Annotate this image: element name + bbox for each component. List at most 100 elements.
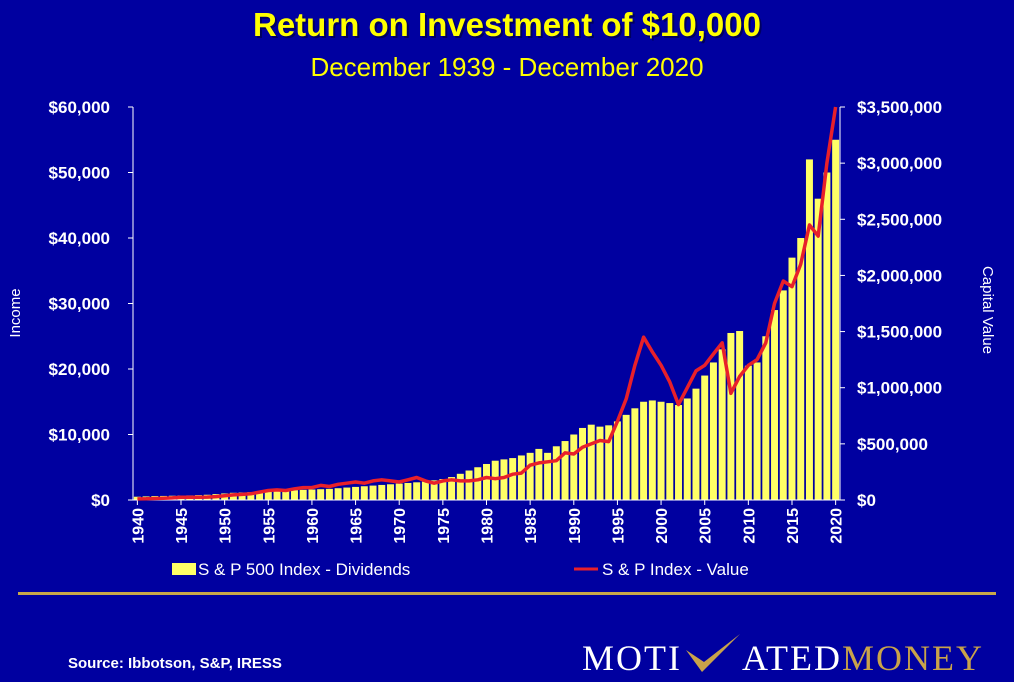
dividend-bar xyxy=(421,481,429,500)
dividend-bar xyxy=(788,257,796,500)
y-axis-title-left: Income xyxy=(7,288,24,337)
dividend-bar xyxy=(256,491,264,500)
dividend-bar xyxy=(386,484,394,500)
dividend-bar xyxy=(343,487,351,500)
logo-text-1: MOTI xyxy=(582,638,682,678)
dividend-bar xyxy=(561,441,569,500)
dividend-bar xyxy=(483,463,490,500)
dividend-bar xyxy=(675,405,683,500)
dividend-bar xyxy=(290,490,298,500)
dividend-bar xyxy=(299,489,307,500)
x-tick-label: 2000 xyxy=(654,508,671,544)
dividend-bar xyxy=(832,139,840,500)
y-axis-title-right: Capital Value xyxy=(979,266,996,354)
x-tick-label: 2020 xyxy=(829,508,846,544)
dividend-bar xyxy=(526,452,534,500)
dividend-bar xyxy=(579,427,587,500)
x-tick-label: 1980 xyxy=(480,508,497,544)
y-tick-label-left: $60,000 xyxy=(49,98,110,117)
dividend-bar xyxy=(334,488,342,500)
dividend-bar xyxy=(247,492,255,500)
dividend-bar xyxy=(779,290,787,500)
x-tick-label: 1970 xyxy=(392,508,409,544)
dividend-bar xyxy=(718,349,726,500)
dividend-bar xyxy=(430,480,438,500)
dividend-bar xyxy=(709,362,717,500)
dividend-bar xyxy=(282,490,290,500)
dividend-bar xyxy=(666,403,674,500)
dividend-bar xyxy=(823,172,831,500)
x-tick-label: 1945 xyxy=(174,508,191,544)
checkmark-icon xyxy=(686,634,740,672)
legend-swatch-dividends xyxy=(172,563,196,575)
y-tick-label-left: $10,000 xyxy=(49,426,110,445)
logo-text-3: MONEY xyxy=(842,638,984,678)
y-tick-label-left: $50,000 xyxy=(49,164,110,183)
capital-value-line xyxy=(137,106,838,501)
dividend-bar xyxy=(552,446,560,500)
y-tick-label-right: $2,500,000 xyxy=(857,210,942,229)
dividend-bar xyxy=(317,489,325,500)
dividend-bar xyxy=(474,467,482,500)
dividend-bar xyxy=(797,238,805,500)
dividend-bar xyxy=(657,401,665,500)
dividend-bar xyxy=(395,483,403,500)
dividend-bar xyxy=(509,458,517,500)
dividend-bar xyxy=(762,336,770,500)
dividend-bar xyxy=(587,424,595,500)
x-tick-label: 1985 xyxy=(523,508,540,544)
source-note: Source: Ibbotson, S&P, IRESS xyxy=(68,655,282,672)
dividend-bar xyxy=(631,408,639,500)
dividend-bar xyxy=(613,421,621,500)
dividend-bar xyxy=(448,477,456,500)
dividend-bar xyxy=(683,398,691,500)
dividend-bar xyxy=(369,485,377,500)
dividend-bar xyxy=(264,491,272,500)
x-tick-label: 1990 xyxy=(567,508,584,544)
dividend-bar xyxy=(805,159,813,500)
dividend-bar xyxy=(727,332,735,500)
dividend-bar xyxy=(308,489,316,500)
dividend-bar xyxy=(325,488,333,500)
dividend-bar xyxy=(648,400,656,500)
dividend-bar xyxy=(570,434,578,500)
y-tick-label-right: $2,000,000 xyxy=(857,266,942,285)
y-tick-label-left: $0 xyxy=(91,491,110,510)
dividend-bar xyxy=(404,482,412,500)
y-tick-label-left: $30,000 xyxy=(49,295,110,314)
y-tick-label-right: $0 xyxy=(857,491,876,510)
y-tick-label-right: $500,000 xyxy=(857,435,928,454)
dividend-bar xyxy=(500,459,508,500)
x-tick-label: 1975 xyxy=(436,508,453,544)
y-tick-label-right: $3,500,000 xyxy=(857,98,942,117)
legend-label-value: S & P Index - Value xyxy=(602,560,749,579)
dividend-bar xyxy=(544,452,552,500)
footer-divider xyxy=(18,592,996,595)
chart-subtitle: December 1939 - December 2020 xyxy=(310,52,704,82)
dividend-bar xyxy=(771,310,779,500)
dividend-bar xyxy=(360,486,368,500)
dividend-bar xyxy=(596,426,604,500)
dividend-bar xyxy=(439,479,447,500)
y-tick-label-right: $1,500,000 xyxy=(857,323,942,342)
dividend-bar xyxy=(456,473,464,500)
dividend-bar xyxy=(736,331,744,500)
x-tick-label: 1965 xyxy=(349,508,366,544)
dividend-bar xyxy=(133,496,141,500)
dividend-bar xyxy=(238,492,246,500)
dividend-bar xyxy=(753,362,761,500)
dividend-bar xyxy=(622,414,630,500)
dividend-bar xyxy=(413,482,421,500)
y-tick-label-right: $1,000,000 xyxy=(857,379,942,398)
x-tick-label: 1950 xyxy=(218,508,235,544)
y-tick-label-left: $40,000 xyxy=(49,229,110,248)
dividend-bar xyxy=(692,388,700,500)
y-tick-label-right: $3,000,000 xyxy=(857,154,942,173)
dividend-bar xyxy=(465,470,473,500)
investment-chart: $0 $10,000 $20,000 $30,000 $40,000 $50,000 $60… xyxy=(7,98,996,579)
x-tick-label: 2010 xyxy=(741,508,758,544)
dividend-bar xyxy=(701,375,709,500)
legend-label-dividends: S & P 500 Index - Dividends xyxy=(198,560,410,579)
dividend-bar xyxy=(814,198,822,500)
